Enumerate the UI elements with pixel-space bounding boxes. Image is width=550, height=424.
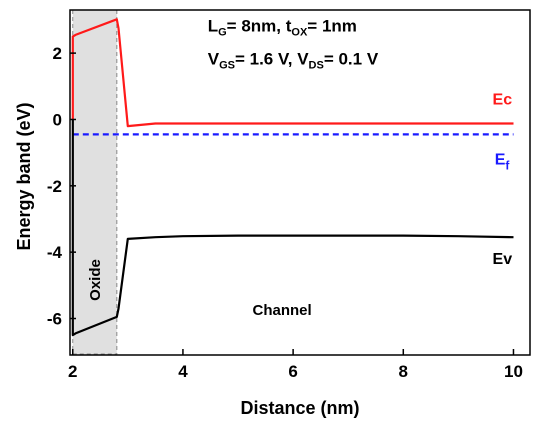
series-label-ef: Ef: [495, 151, 511, 172]
x-tick-label: 2: [68, 362, 77, 381]
x-tick-label: 6: [288, 362, 297, 381]
y-tick-label: 2: [53, 44, 62, 63]
annot-v1: V: [208, 50, 220, 69]
gate-length-oxide-annotation: LG= 8nm, tOX= 1nm: [208, 17, 357, 39]
ticks-layer: 2 4 6 8 10 2 0 -2 -4 -6: [47, 44, 523, 381]
oxide-region-fill: [72, 10, 117, 355]
oxide-label: Oxide: [87, 259, 104, 301]
annot-v2-sub: DS: [309, 60, 324, 72]
annot-v1-sub: GS: [219, 60, 235, 72]
annot-t-val: = 1nm: [307, 17, 357, 36]
series-label-ef-sub: f: [505, 158, 510, 172]
series-line-ec: [71, 18, 514, 128]
series-label-ef-main: E: [495, 151, 506, 168]
x-tick-label: 8: [399, 362, 408, 381]
annot-v1-val: = 1.6 V, V: [235, 50, 309, 69]
x-tick-label: 10: [504, 362, 523, 381]
bias-voltage-annotation: VGS= 1.6 V, VDS= 0.1 V: [208, 50, 379, 72]
annot-l: L: [208, 17, 218, 36]
x-tick-label: 4: [178, 362, 188, 381]
plot-frame: [69, 9, 531, 356]
y-tick-label: -2: [47, 177, 62, 196]
series-label-ec: Ec: [493, 92, 513, 109]
oxide-region-layer: [72, 10, 118, 355]
series-line-ev: [71, 119, 514, 337]
y-tick-label: -6: [47, 310, 62, 329]
x-axis-label: Distance (nm): [240, 398, 359, 418]
annot-v2-val: = 0.1 V: [324, 50, 379, 69]
series-layer: [71, 18, 514, 337]
annot-l-sub: G: [218, 27, 227, 39]
series-label-ev: Ev: [493, 251, 513, 268]
annot-t-sub: OX: [291, 27, 308, 39]
channel-label: Channel: [253, 302, 312, 319]
y-axis-label: Energy band (eV): [14, 102, 34, 250]
annot-l-val: = 8nm, t: [227, 17, 292, 36]
y-tick-label: 0: [53, 110, 62, 129]
y-tick-label: -4: [47, 243, 63, 262]
